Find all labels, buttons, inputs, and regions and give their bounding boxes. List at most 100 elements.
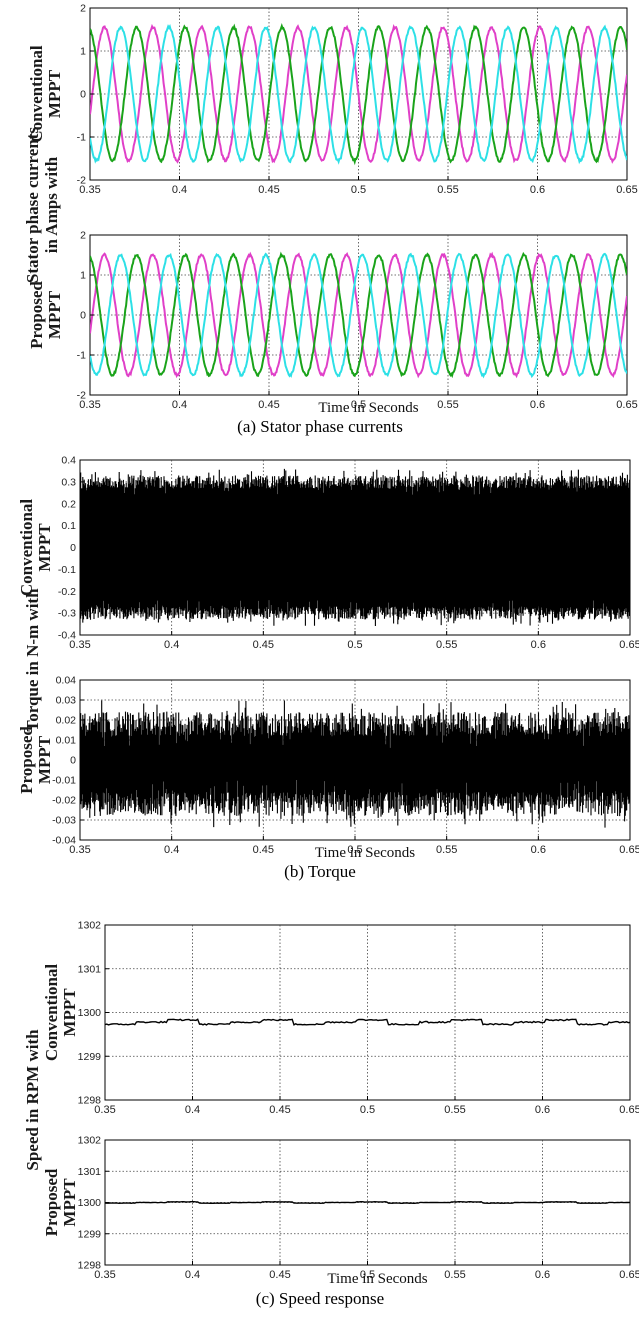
x-tick-label: 0.6	[530, 184, 545, 196]
subplot-1: 0.35 0.4 0.45 0.5 0.55 0.6 0.65 2 1 0 -1 -2	[77, 230, 638, 412]
x-tick-label: 0.55	[444, 1104, 465, 1116]
y-tick-label: 0.1	[61, 520, 76, 532]
x-tick-label: 0.35	[79, 184, 100, 196]
x-tick-label: 0.4	[172, 399, 187, 411]
row-y-label: ProposedMPPT	[42, 1168, 79, 1236]
series-group	[90, 251, 627, 379]
y-tick-label: 1300	[78, 1007, 102, 1019]
series-torque	[80, 700, 630, 828]
y-tick-label: 1298	[78, 1260, 102, 1272]
subplot-0: 0.35 0.4 0.45 0.5 0.55 0.6 0.65 2 1 0 -1 -2	[77, 3, 638, 197]
y-tick-label: 0.01	[56, 735, 77, 747]
x-axis-label: Time in Seconds	[327, 1271, 427, 1287]
x-tick-label: 0.5	[360, 1269, 375, 1281]
y-tick-label: -1	[77, 132, 86, 144]
x-tick-label: 0.55	[436, 639, 457, 651]
x-tick-label: 0.45	[269, 1269, 290, 1281]
x-tick-label: 0.5	[347, 639, 362, 651]
x-tick-label: 0.55	[437, 399, 458, 411]
x-tick-label: 0.6	[530, 399, 545, 411]
x-tick-label: 0.35	[79, 399, 100, 411]
x-tick-label: 0.35	[69, 639, 90, 651]
y-tick-label: 0.04	[56, 675, 77, 687]
y-tick-label: -0.3	[58, 608, 76, 620]
group-y-label: Torque in N-m with	[23, 588, 42, 732]
y-tick-label: -0.2	[58, 586, 76, 598]
group-y-label: Speed in RPM with	[23, 1029, 42, 1171]
series-group	[90, 22, 627, 166]
y-tick-label: 0.4	[61, 455, 76, 467]
x-axis-label: Time in Seconds	[315, 845, 415, 861]
y-tick-label: 1302	[78, 920, 102, 932]
row-y-label-line: MPPT	[60, 988, 79, 1037]
y-tick-label: -0.4	[58, 630, 76, 642]
subplot-3: 0.35 0.4 0.45 0.5 0.55 0.6 0.65 0.04 0.03 0.02 0.0…	[52, 675, 639, 857]
row-y-label-line: MPPT	[35, 523, 54, 572]
y-tick-label: 2	[80, 230, 86, 242]
y-tick-label: 1301	[78, 963, 102, 975]
subplot-5: 0.35 0.4 0.45 0.5 0.55 0.6 0.65 1302 1301 1300 129…	[78, 1135, 639, 1282]
y-tick-label: 1299	[78, 1228, 102, 1240]
row-y-label-line: Proposed	[27, 281, 46, 349]
figure-caption: (a) Stator phase currents	[237, 417, 403, 436]
y-tick-label: 1301	[78, 1166, 102, 1178]
y-tick-label: 1300	[78, 1197, 102, 1209]
y-tick-label: -1	[77, 350, 86, 362]
series-group	[80, 700, 630, 828]
grid-lines	[105, 925, 630, 1100]
x-tick-label: 0.5	[347, 844, 362, 856]
x-tick-label: 0.5	[351, 184, 366, 196]
series-torque	[80, 468, 630, 626]
figure-caption: (b) Torque	[284, 862, 356, 881]
series-phase-2	[90, 251, 627, 379]
y-tick-label: -0.02	[52, 795, 76, 807]
x-tick-label: 0.35	[94, 1269, 115, 1281]
x-tick-label: 0.4	[185, 1104, 200, 1116]
y-tick-label: 0.2	[61, 498, 76, 510]
axis-ticks: 0.35 0.4 0.45 0.5 0.55 0.6 0.65 1302 1301 1300 129…	[78, 920, 639, 1117]
row-y-label-line: MPPT	[45, 69, 64, 118]
row-y-label-line: MPPT	[35, 735, 54, 784]
series-speed	[105, 1200, 630, 1205]
x-tick-label: 0.65	[619, 639, 639, 651]
row-y-label-line: MPPT	[45, 290, 64, 339]
series-phase-3	[90, 252, 627, 379]
y-tick-label: 1302	[78, 1135, 102, 1147]
subplot-4: 0.35 0.4 0.45 0.5 0.55 0.6 0.65 1302 1301 1300 129…	[78, 920, 639, 1117]
x-tick-label: 0.45	[253, 844, 274, 856]
axis-ticks: 0.35 0.4 0.45 0.5 0.55 0.6 0.65 1302 1301 1300 129…	[78, 1135, 639, 1282]
group-y-label-line: Torque in N-m with	[23, 588, 42, 732]
y-tick-label: 0	[70, 542, 76, 554]
row-y-label-line: Conventional	[17, 499, 36, 597]
x-tick-label: 0.55	[437, 184, 458, 196]
y-tick-label: -0.03	[52, 815, 76, 827]
row-y-label-line: Conventional	[27, 45, 46, 143]
y-tick-label: 1	[80, 46, 86, 58]
x-tick-label: 0.6	[531, 639, 546, 651]
y-tick-label: -0.01	[52, 775, 76, 787]
x-tick-label: 0.45	[258, 399, 279, 411]
y-tick-label: 1299	[78, 1051, 102, 1063]
row-y-label: ConventionalMPPT	[27, 45, 64, 143]
y-tick-label: 0.3	[61, 476, 76, 488]
x-tick-label: 0.6	[535, 1269, 550, 1281]
x-axis-label: Time in Seconds	[318, 400, 418, 416]
x-tick-label: 0.45	[258, 184, 279, 196]
y-tick-label: 1	[80, 270, 86, 282]
x-tick-label: 0.55	[444, 1269, 465, 1281]
x-tick-label: 0.45	[253, 639, 274, 651]
axis-ticks: 0.35 0.4 0.45 0.5 0.55 0.6 0.65 2 1 0 -1 -2	[77, 3, 638, 197]
x-tick-label: 0.5	[351, 399, 366, 411]
subplot-2: 0.35 0.4 0.45 0.5 0.55 0.6 0.65 0.4 0.3 0.2 0.1 0 -0…	[58, 455, 639, 652]
row-y-label: ConventionalMPPT	[17, 499, 54, 597]
x-tick-label: 0.65	[619, 1104, 639, 1116]
x-tick-label: 0.4	[164, 639, 179, 651]
row-y-label: ProposedMPPT	[27, 281, 64, 349]
axis-ticks: 0.35 0.4 0.45 0.5 0.55 0.6 0.65 2 1 0 -1 -2	[77, 230, 638, 412]
series-speed	[105, 1018, 630, 1026]
x-tick-label: 0.6	[535, 1104, 550, 1116]
x-tick-label: 0.5	[360, 1104, 375, 1116]
series-group	[105, 1200, 630, 1205]
x-tick-label: 0.4	[185, 1269, 200, 1281]
